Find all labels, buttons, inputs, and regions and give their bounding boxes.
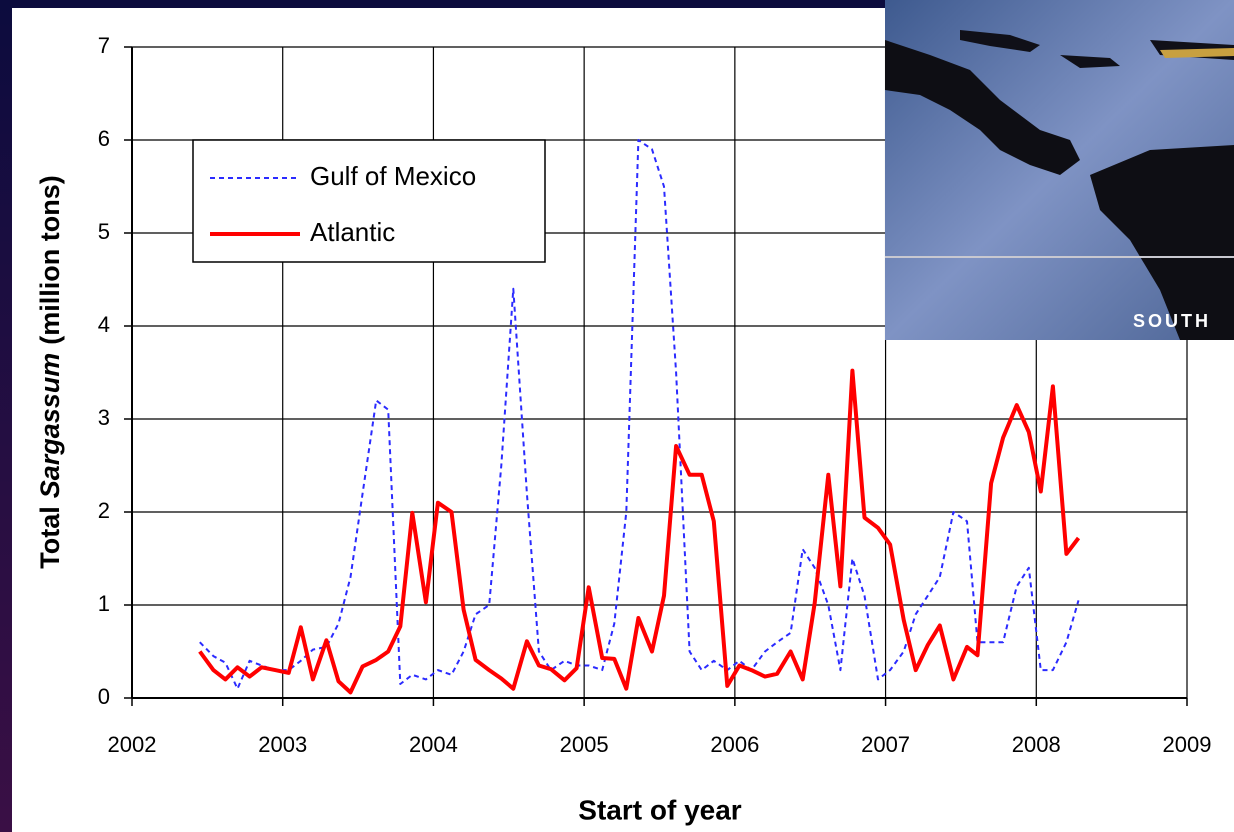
- x-tick-label: 2008: [1012, 732, 1061, 757]
- page: 0 1 2 3 4 5 6 7 2002 2003 2004 2005 2006 2007 2008 2009…: [0, 0, 1234, 832]
- x-tick-label: 2002: [108, 732, 157, 757]
- y-tick-label: 2: [98, 498, 110, 523]
- legend: Gulf of Mexico Atlantic: [193, 140, 545, 262]
- y-tick-label: 3: [98, 405, 110, 430]
- y-tick-label: 5: [98, 219, 110, 244]
- y-title-part: Sargassum: [35, 353, 65, 499]
- y-title-part: Total: [35, 506, 65, 569]
- y-tick-label: 1: [98, 591, 110, 616]
- y-title-part: (million tons): [35, 175, 65, 344]
- x-tick-label: 2007: [861, 732, 910, 757]
- y-tick-label: 4: [98, 312, 110, 337]
- x-tick-label: 2004: [409, 732, 458, 757]
- x-tick-label: 2005: [560, 732, 609, 757]
- map-label: SOUTH: [1133, 311, 1211, 331]
- legend-label: Atlantic: [310, 217, 395, 247]
- slide: 0 1 2 3 4 5 6 7 2002 2003 2004 2005 2006 2007 2008 2009…: [0, 0, 1234, 832]
- y-tick-label: 0: [98, 684, 110, 709]
- y-axis-title: Total Sargassum (million tons): [35, 175, 65, 569]
- x-tick-label: 2009: [1163, 732, 1212, 757]
- y-tick-label: 6: [98, 126, 110, 151]
- y-tick-label: 7: [98, 33, 110, 58]
- x-axis-title: Start of year: [578, 794, 741, 825]
- legend-label: Gulf of Mexico: [310, 161, 476, 191]
- map-inset: SOUTH: [885, 0, 1234, 340]
- x-tick-label: 2003: [258, 732, 307, 757]
- x-tick-label: 2006: [710, 732, 759, 757]
